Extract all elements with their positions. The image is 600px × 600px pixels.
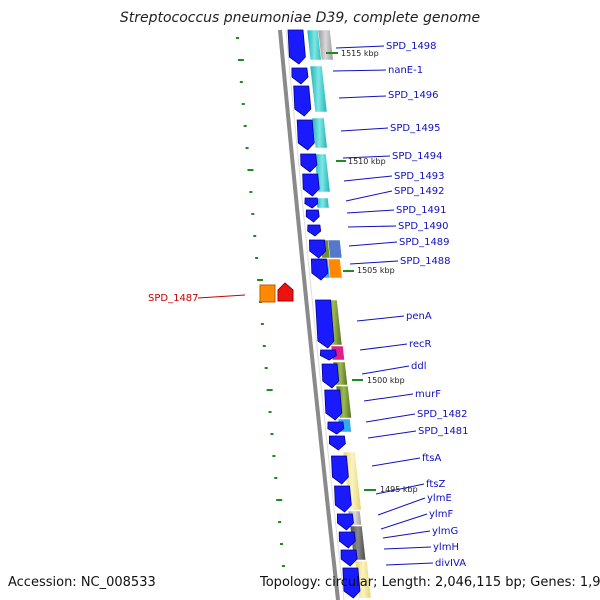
gene-label-murf[interactable]: murF — [415, 389, 441, 400]
gene-label-spd1493[interactable]: SPD_1493 — [394, 171, 445, 182]
gene-label-ylmh[interactable]: ylmH — [433, 542, 459, 553]
gene-arrow — [291, 67, 309, 85]
gene-arrow — [321, 363, 340, 389]
gene-label-ftsz[interactable]: ftsZ — [426, 479, 445, 490]
gene-arrow — [331, 455, 349, 485]
gene-label-pena[interactable]: penA — [406, 311, 432, 322]
gene-arrow — [328, 435, 346, 451]
gene-label-ylmg[interactable]: ylmG — [432, 526, 458, 537]
cog-band — [309, 65, 328, 113]
gene-arrow — [327, 421, 345, 435]
gene-label-leaders — [197, 45, 434, 566]
gene-label-spd1488[interactable]: SPD_1488 — [400, 256, 451, 267]
scale-label-1515: 1515 kbp — [341, 49, 379, 58]
gene-arrow — [324, 389, 343, 421]
map-title: Streptococcus pneumoniae D39, complete g… — [119, 10, 481, 26]
gene-label-spd1495[interactable]: SPD_1495 — [390, 123, 441, 134]
gene-label-spd1492[interactable]: SPD_1492 — [394, 186, 445, 197]
genome-backbone-inner — [285, 29, 345, 600]
gene-arrow — [334, 485, 352, 513]
gene-label-diviva[interactable]: divIVA — [435, 558, 466, 569]
gene-label-ftsa[interactable]: ftsA — [422, 453, 441, 464]
gene-arrow-spd1487-red[interactable] — [277, 282, 294, 302]
scale-label-1505: 1505 kbp — [357, 266, 395, 275]
gene-labels[interactable]: SPD_1498 nanE-1 SPD_1496 SPD_1495 SPD_14… — [148, 41, 469, 569]
cog-band — [327, 239, 343, 259]
gene-arrow — [336, 513, 354, 531]
gene-arrow — [309, 239, 327, 259]
gene-label-spd1481[interactable]: SPD_1481 — [418, 426, 469, 437]
gene-label-nane1[interactable]: nanE-1 — [388, 65, 423, 76]
scale-label-1500: 1500 kbp — [367, 376, 405, 385]
cog-band — [327, 258, 343, 279]
gene-arrow-spd1487[interactable] — [259, 284, 276, 303]
gene-arrow — [305, 209, 320, 223]
gene-label-spd1490[interactable]: SPD_1490 — [398, 221, 449, 232]
gene-label-ylmf[interactable]: ylmF — [429, 509, 453, 520]
accession-text: Accession: NC_008533 — [8, 575, 156, 590]
genome-backbone — [278, 29, 340, 600]
gene-label-ddl[interactable]: ddl — [411, 361, 426, 372]
gene-arrow — [293, 85, 312, 117]
gene-arrow — [338, 531, 356, 549]
gene-arrow — [307, 224, 322, 237]
gene-arrow — [342, 567, 361, 599]
gene-arrow — [304, 197, 319, 209]
gene-arrow — [319, 349, 337, 361]
gene-label-spd1494[interactable]: SPD_1494 — [392, 151, 443, 162]
highlighted-gene-spd1487[interactable] — [259, 282, 294, 303]
gene-arrow — [340, 549, 358, 567]
gene-arrows — [287, 29, 361, 599]
gene-label-spd1482[interactable]: SPD_1482 — [417, 409, 468, 420]
gene-label-spd1498[interactable]: SPD_1498 — [386, 41, 437, 52]
gene-arrow — [300, 153, 318, 173]
gene-label-spd1496[interactable]: SPD_1496 — [388, 90, 439, 101]
gene-label-recr[interactable]: recR — [409, 339, 432, 350]
gene-label-spd1491[interactable]: SPD_1491 — [396, 205, 447, 216]
gene-arrow — [315, 299, 335, 349]
gene-arrow — [287, 29, 306, 65]
outer-tick-marks — [236, 37, 285, 567]
gene-label-spd1489[interactable]: SPD_1489 — [399, 237, 450, 248]
gene-arrow — [302, 173, 320, 197]
gene-arrow — [310, 258, 329, 281]
gene-label-ylme[interactable]: ylmE — [427, 493, 452, 504]
scale-label-1510: 1510 kbp — [348, 157, 386, 166]
gene-arrow — [296, 119, 315, 151]
gene-label-spd1487[interactable]: SPD_1487 — [148, 293, 199, 304]
topology-text: Topology: circular; Length: 2,046,115 bp… — [260, 575, 600, 590]
